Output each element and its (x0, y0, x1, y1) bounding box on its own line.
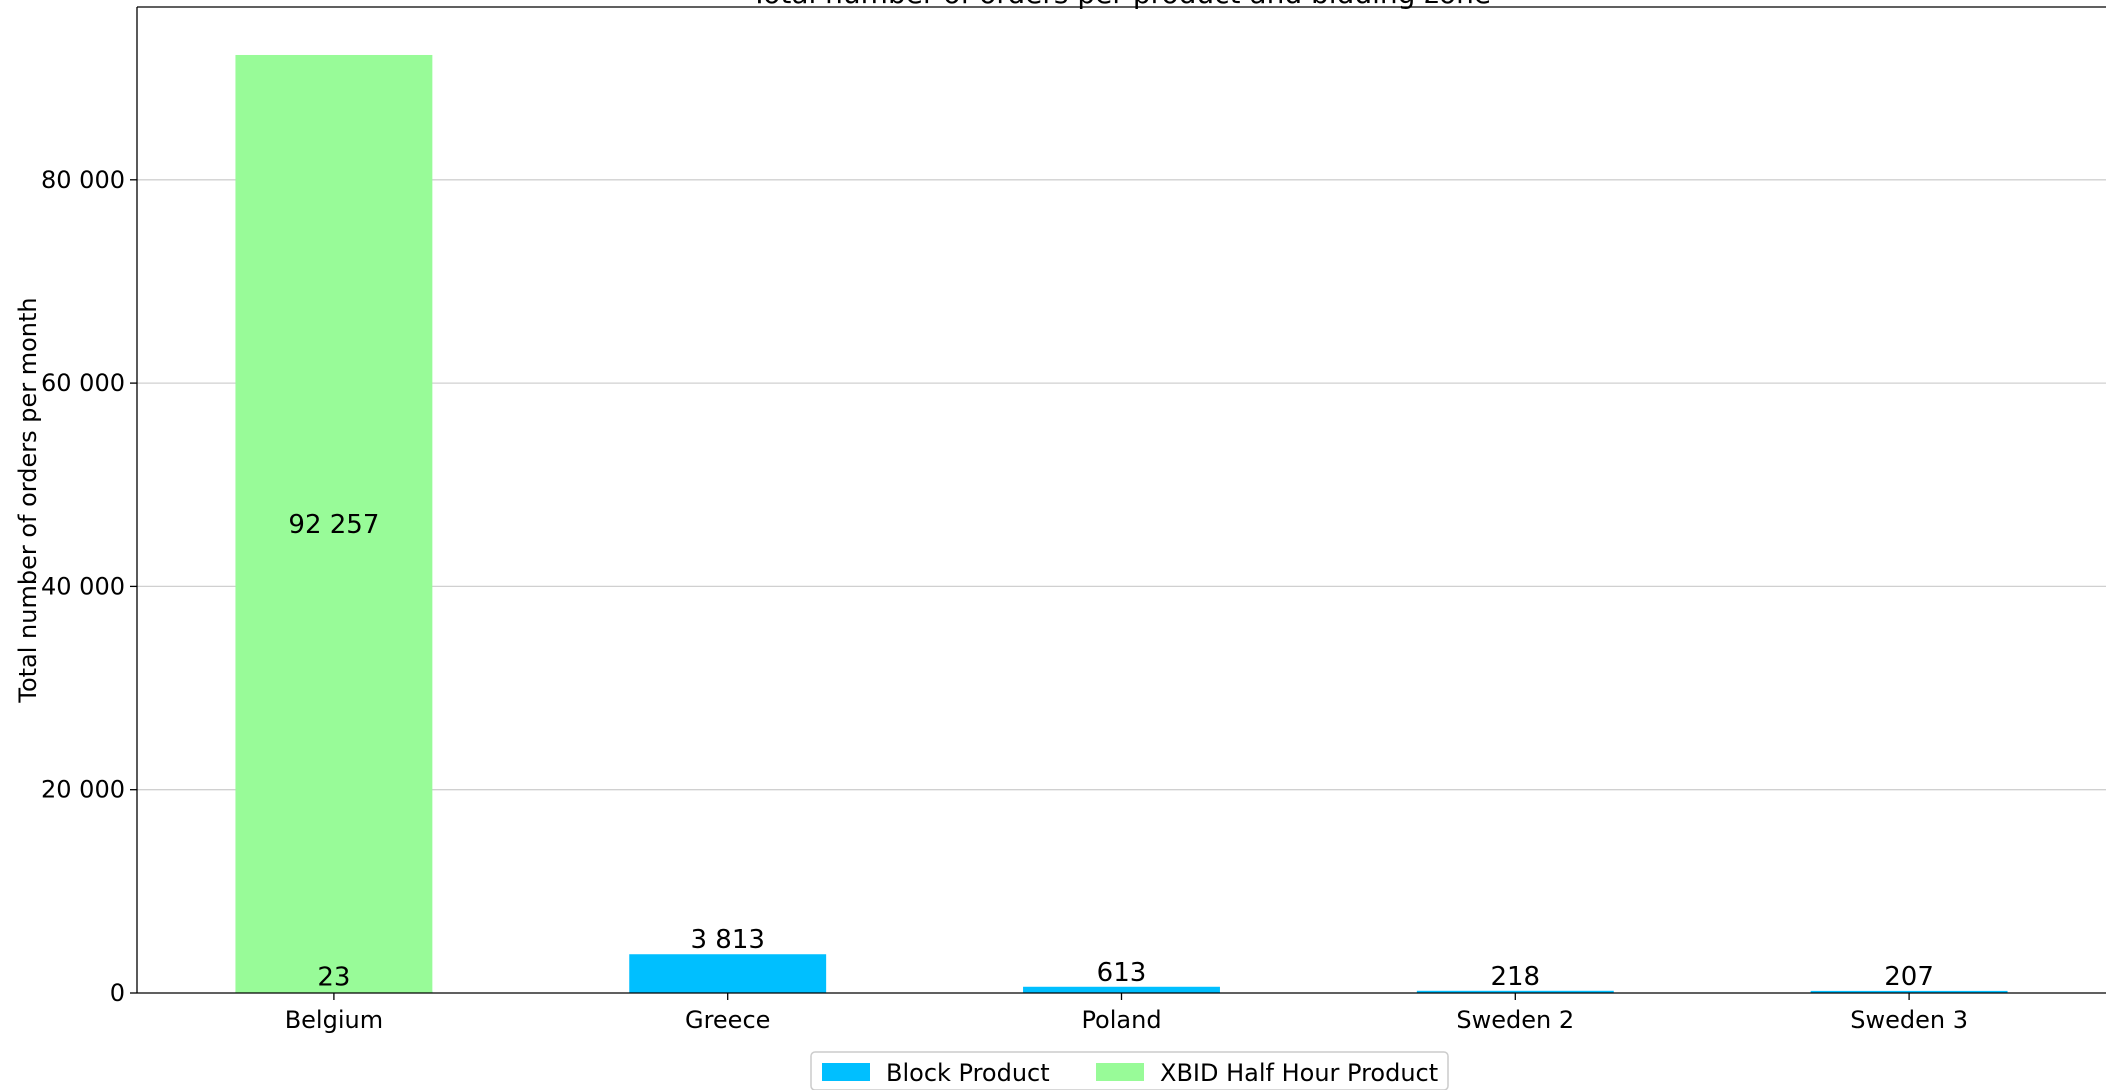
data-label-poland-block-product: 613 (1097, 958, 1147, 988)
y-tick-label: 20 000 (41, 776, 125, 804)
bar-poland-block-product (1023, 986, 1220, 993)
legend-label-block-product: Block Product (886, 1059, 1050, 1087)
data-label-sweden-3-block-product: 207 (1884, 962, 1934, 992)
bar-greece-block-product (629, 954, 827, 993)
bar-belgium-xbid-half-hour-product (235, 54, 433, 993)
data-label-belgium-xbid-half-hour-product: 92 257 (288, 510, 379, 540)
x-tick-label-belgium: Belgium (285, 1006, 383, 1034)
x-tick-label-greece: Greece (685, 1006, 770, 1034)
legend: Block Product XBID Half Hour Product (810, 1051, 1449, 1090)
chart-title: Total number of orders per product and b… (750, 0, 1491, 10)
y-tick-label: 40 000 (41, 572, 125, 600)
data-label-greece-block-product: 3 813 (690, 925, 764, 955)
x-ticks: Belgium Greece Poland Sweden 2 Sweden 3 (285, 993, 1968, 1034)
data-labels: 23 92 257 3 813 613 218 207 (288, 510, 1934, 993)
y-tick-label: 0 (110, 979, 125, 1007)
axes (136, 6, 2106, 994)
y-tick-label: 80 000 (41, 166, 125, 194)
y-axis-label: Total number of orders per month (14, 297, 42, 703)
legend-swatch-block-product (822, 1063, 870, 1081)
y-ticks: 0 20 000 40 000 60 000 80 000 (41, 166, 137, 1007)
y-tick-label: 60 000 (41, 369, 125, 397)
data-label-belgium-block-product: 23 (317, 963, 350, 993)
data-label-sweden-2-block-product: 218 (1490, 962, 1540, 992)
bar-sweden-3-block-product (1810, 990, 2008, 993)
x-tick-label-poland: Poland (1081, 1006, 1161, 1034)
gridlines (137, 179, 2106, 791)
bar-sweden-2-block-product (1416, 990, 1614, 993)
bars (235, 54, 2008, 993)
x-tick-label-sweden-2: Sweden 2 (1456, 1006, 1574, 1034)
x-tick-label-sweden-3: Sweden 3 (1850, 1006, 1968, 1034)
legend-swatch-xbid-half-hour-product (1096, 1063, 1144, 1081)
legend-label-xbid-half-hour-product: XBID Half Hour Product (1160, 1059, 1438, 1087)
